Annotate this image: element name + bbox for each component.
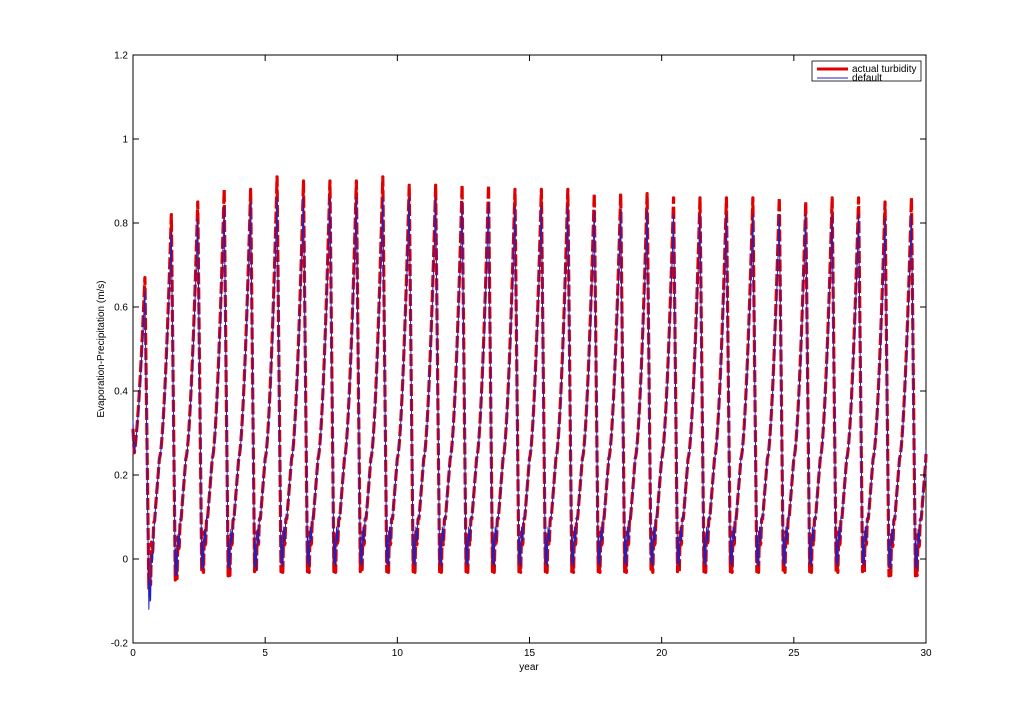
y-tick-label: 0.2 <box>114 471 128 482</box>
legend-label-actual-turbidity: actual turbidity <box>852 64 916 75</box>
x-axis-label: year <box>519 662 539 673</box>
ticks-layer: 0 5 10 15 20 25 30-0.200.20.40.60.811.2 <box>111 51 932 660</box>
legend: actual turbidity default <box>811 60 922 84</box>
y-axis-label: Evaporation-Precipitation (m/s) <box>96 280 107 417</box>
x-tick-label: 20 <box>656 648 668 659</box>
x-tick-label: 10 <box>392 648 404 659</box>
legend-label-default: default <box>852 73 882 84</box>
series-line-default <box>132 197 927 610</box>
y-tick-label: 1.2 <box>114 51 128 62</box>
series-layer <box>131 175 928 610</box>
y-tick-label: 1 <box>122 135 128 146</box>
plot-area: 0 5 10 15 20 25 30-0.200.20.40.60.811.2 <box>111 51 932 660</box>
y-tick-label: -0.2 <box>111 639 129 650</box>
y-tick-label: 0.4 <box>114 387 128 398</box>
x-tick-label: 15 <box>524 648 536 659</box>
y-tick-label: 0 <box>122 555 128 566</box>
x-tick-label: 0 <box>130 648 136 659</box>
legend-box <box>811 60 922 82</box>
x-tick-label: 5 <box>262 648 268 659</box>
x-tick-label: 25 <box>788 648 800 659</box>
x-tick-label: 30 <box>920 648 932 659</box>
y-tick-label: 0.6 <box>114 303 128 314</box>
y-tick-label: 0.8 <box>114 219 128 230</box>
axes-box <box>132 54 927 644</box>
